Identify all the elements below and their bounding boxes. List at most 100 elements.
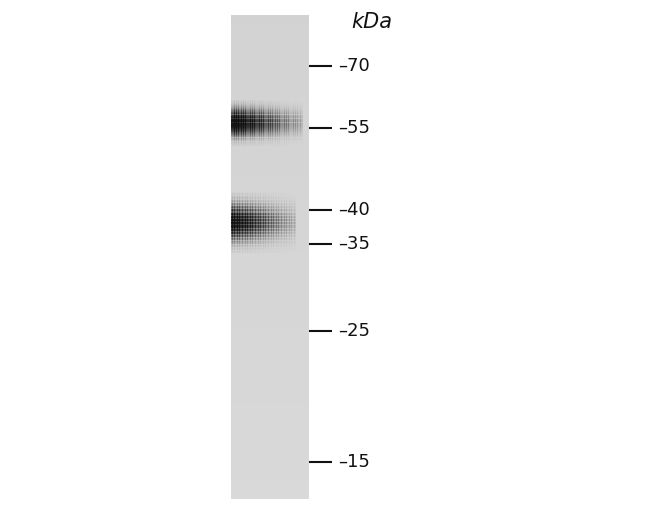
Bar xyxy=(277,123,280,124)
Bar xyxy=(240,231,243,232)
Bar xyxy=(285,142,287,143)
Bar xyxy=(292,123,294,124)
Bar xyxy=(248,240,251,241)
Bar xyxy=(268,215,270,216)
Bar xyxy=(280,216,281,217)
Bar xyxy=(281,140,283,141)
Bar xyxy=(233,105,235,106)
Bar xyxy=(231,104,309,106)
Bar xyxy=(231,218,233,219)
Bar xyxy=(286,137,289,138)
Bar xyxy=(246,237,248,238)
Bar xyxy=(299,123,301,124)
Bar xyxy=(263,143,265,145)
Bar xyxy=(246,250,248,251)
Bar xyxy=(235,192,238,193)
Bar xyxy=(240,134,242,135)
Bar xyxy=(247,101,249,102)
Bar xyxy=(283,129,285,130)
Bar xyxy=(270,126,272,127)
Bar xyxy=(272,119,274,120)
Bar xyxy=(236,110,239,112)
Bar xyxy=(265,249,267,251)
Bar xyxy=(285,107,287,108)
Bar xyxy=(255,200,257,201)
Bar xyxy=(265,142,267,144)
Bar xyxy=(292,134,294,135)
Bar xyxy=(234,139,237,140)
Bar xyxy=(288,123,291,124)
Bar xyxy=(265,102,267,103)
Bar xyxy=(278,211,280,212)
Bar xyxy=(231,217,309,219)
Bar xyxy=(274,144,276,145)
Bar xyxy=(281,108,283,109)
Bar xyxy=(252,219,254,220)
Bar xyxy=(255,230,257,231)
Bar xyxy=(247,110,249,112)
Bar xyxy=(268,240,270,241)
Bar xyxy=(231,352,309,354)
Bar xyxy=(234,137,237,138)
Bar xyxy=(237,207,239,209)
Bar xyxy=(268,243,270,244)
Bar xyxy=(257,220,259,222)
Bar xyxy=(270,226,272,228)
Bar xyxy=(252,128,255,129)
Bar xyxy=(277,132,280,133)
Bar xyxy=(295,136,298,137)
Bar xyxy=(256,109,258,110)
Bar xyxy=(286,218,288,219)
Bar xyxy=(265,119,267,120)
Bar xyxy=(292,140,294,141)
Bar xyxy=(248,203,251,204)
Bar xyxy=(295,122,298,123)
Bar xyxy=(255,231,257,233)
Bar xyxy=(240,203,243,205)
Bar xyxy=(286,241,288,243)
Bar xyxy=(289,239,291,240)
Bar xyxy=(291,197,293,198)
Bar xyxy=(292,251,294,253)
Bar xyxy=(242,249,244,250)
Bar xyxy=(259,112,262,113)
Bar xyxy=(292,124,294,125)
Bar xyxy=(234,108,237,109)
Bar xyxy=(260,209,262,210)
Bar xyxy=(279,134,281,135)
Bar xyxy=(287,202,290,203)
Bar xyxy=(231,232,309,235)
Bar xyxy=(231,404,309,406)
Bar xyxy=(299,115,301,117)
Bar xyxy=(272,122,274,123)
Bar xyxy=(257,228,259,230)
Bar xyxy=(231,109,309,111)
Bar xyxy=(278,240,280,241)
Bar xyxy=(265,211,267,212)
Bar xyxy=(272,204,274,205)
Bar xyxy=(276,220,278,222)
Bar xyxy=(255,239,257,240)
Bar xyxy=(266,232,269,233)
Bar xyxy=(231,245,309,248)
Bar xyxy=(300,110,303,112)
Bar xyxy=(239,244,241,246)
Bar xyxy=(259,136,262,137)
Bar xyxy=(294,205,296,207)
Bar xyxy=(272,114,274,115)
Bar xyxy=(260,206,262,207)
Bar xyxy=(288,121,291,123)
Bar xyxy=(277,145,280,146)
Bar xyxy=(286,251,288,252)
Bar xyxy=(286,242,288,243)
Bar xyxy=(286,249,288,250)
Bar xyxy=(285,129,287,130)
Bar xyxy=(257,215,259,216)
Bar xyxy=(266,141,269,142)
Bar xyxy=(294,193,296,194)
Bar xyxy=(231,142,233,143)
Bar xyxy=(266,120,269,121)
Bar xyxy=(279,143,281,145)
Bar xyxy=(261,125,264,126)
Bar xyxy=(274,226,277,227)
